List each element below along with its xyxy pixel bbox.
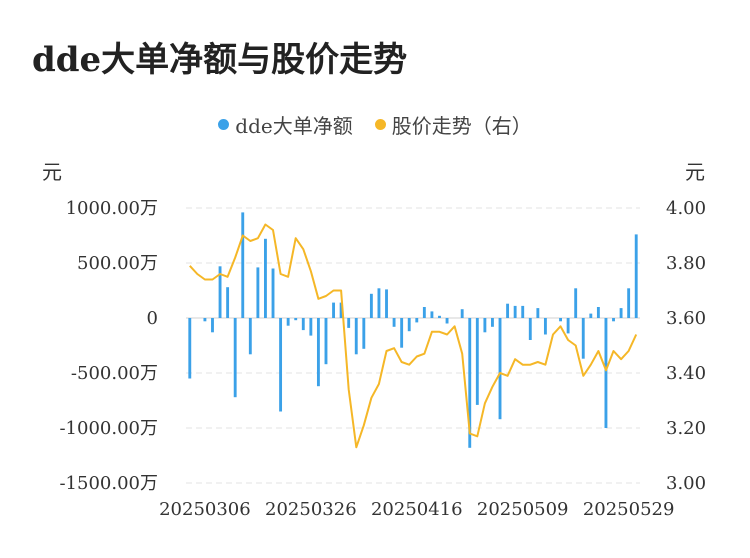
bar bbox=[347, 318, 351, 328]
bar bbox=[407, 318, 411, 332]
bar bbox=[468, 318, 472, 448]
bar bbox=[233, 318, 237, 398]
bar bbox=[596, 307, 600, 318]
bar bbox=[506, 303, 510, 318]
legend-swatch-orange bbox=[374, 119, 386, 130]
bar bbox=[619, 308, 623, 318]
bar bbox=[574, 288, 578, 318]
bar bbox=[491, 318, 494, 327]
bar bbox=[536, 308, 540, 318]
legend: dde大单净额 股价走势（右） bbox=[0, 110, 750, 139]
right-tick-label: 3.00 bbox=[666, 473, 706, 494]
bar bbox=[316, 318, 320, 387]
bar bbox=[218, 266, 222, 318]
bar bbox=[438, 315, 441, 318]
bar bbox=[483, 318, 487, 333]
bar bbox=[445, 318, 449, 324]
bar bbox=[589, 313, 593, 318]
bar bbox=[286, 318, 290, 326]
bar bbox=[362, 318, 366, 349]
bar bbox=[475, 318, 479, 405]
bar bbox=[581, 318, 585, 359]
price-line bbox=[189, 223, 638, 449]
bar bbox=[226, 287, 230, 318]
bar bbox=[279, 318, 283, 412]
bar bbox=[528, 318, 532, 340]
x-tick-label: 20250306 bbox=[159, 499, 251, 520]
bar bbox=[415, 318, 419, 323]
left-axis-unit: 元 bbox=[42, 160, 62, 184]
bar bbox=[248, 318, 252, 355]
bar bbox=[369, 293, 373, 318]
bar bbox=[294, 318, 298, 321]
bar bbox=[354, 318, 358, 355]
left-tick-label: 500.00万 bbox=[77, 253, 158, 274]
legend-item-dde[interactable]: dde大单净额 bbox=[218, 110, 353, 139]
right-tick-label: 3.80 bbox=[666, 253, 706, 274]
bar bbox=[604, 318, 608, 428]
bar bbox=[264, 238, 267, 318]
bar bbox=[332, 302, 335, 318]
legend-swatch-blue bbox=[218, 119, 230, 130]
x-tick-label: 20250326 bbox=[265, 499, 357, 520]
bar bbox=[385, 289, 388, 318]
bar bbox=[430, 311, 434, 318]
bar bbox=[460, 309, 464, 318]
bar bbox=[559, 318, 562, 322]
bar bbox=[324, 318, 328, 365]
bar bbox=[498, 318, 502, 420]
bar bbox=[188, 318, 192, 379]
bar bbox=[271, 268, 275, 318]
x-tick-label: 20250529 bbox=[583, 499, 675, 520]
bar bbox=[203, 318, 207, 322]
bar bbox=[543, 318, 547, 335]
bar bbox=[634, 234, 638, 318]
left-tick-label: -1000.00万 bbox=[59, 418, 158, 439]
right-tick-label: 4.00 bbox=[666, 198, 706, 219]
bar bbox=[377, 288, 381, 318]
right-axis-unit: 元 bbox=[685, 160, 705, 184]
bar bbox=[392, 318, 396, 327]
right-tick-label: 3.20 bbox=[666, 418, 706, 439]
bar bbox=[211, 318, 214, 333]
bar bbox=[309, 318, 313, 336]
left-tick-label: 0 bbox=[147, 308, 158, 329]
bar bbox=[521, 305, 525, 318]
bar bbox=[241, 212, 245, 318]
bar bbox=[422, 307, 426, 318]
bar bbox=[513, 305, 517, 318]
left-tick-label: 1000.00万 bbox=[66, 198, 158, 219]
bar bbox=[339, 302, 343, 318]
chart-title: dde大单净额与股价走势 bbox=[32, 40, 408, 80]
bar bbox=[566, 318, 570, 334]
right-tick-label: 3.40 bbox=[666, 363, 706, 384]
legend-item-price[interactable]: 股价走势（右） bbox=[374, 110, 532, 139]
bar bbox=[612, 318, 615, 322]
bar bbox=[301, 318, 305, 331]
x-tick-label: 20250416 bbox=[371, 499, 463, 520]
bar bbox=[400, 318, 404, 348]
x-tick-label: 20250509 bbox=[477, 499, 569, 520]
bar bbox=[256, 267, 260, 318]
right-tick-label: 3.60 bbox=[666, 308, 706, 329]
left-tick-label: -1500.00万 bbox=[59, 473, 158, 494]
bar bbox=[627, 288, 631, 318]
legend-label-price: 股价走势（右） bbox=[391, 114, 532, 138]
left-tick-label: -500.00万 bbox=[71, 363, 158, 384]
legend-label-dde: dde大单净额 bbox=[235, 114, 353, 138]
